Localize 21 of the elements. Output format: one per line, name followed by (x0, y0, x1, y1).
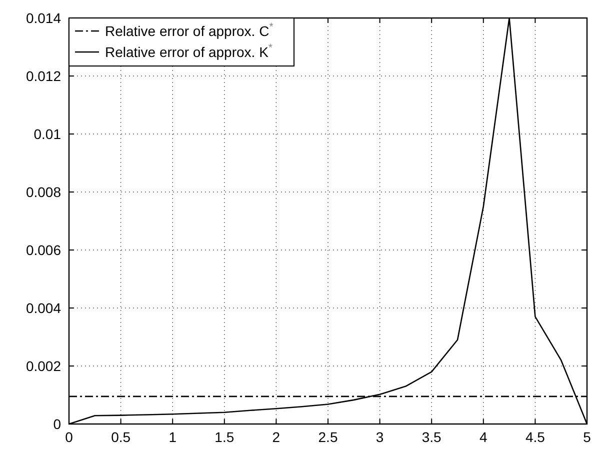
x-tick-label: 4.5 (525, 429, 546, 445)
y-tick-label: 0.012 (26, 68, 62, 84)
y-tick-label: 0.004 (26, 300, 62, 316)
x-tick-label: 2.5 (318, 429, 338, 445)
x-tick-label: 3.5 (422, 429, 442, 445)
legend-label: Relative error of approx. K$^{*}$ (105, 42, 272, 60)
y-tick-label: 0 (53, 416, 62, 432)
x-tick-label: 3 (376, 429, 384, 445)
x-tick-label: 0.5 (111, 429, 131, 445)
y-tick-label: 0.014 (26, 10, 62, 26)
x-tick-label: 0 (65, 429, 74, 445)
x-tick-label: 4 (480, 429, 488, 445)
y-tick-label: 0.008 (26, 184, 62, 200)
x-tick-label: 2 (272, 429, 280, 445)
x-tick-label: 5 (583, 429, 592, 445)
y-tick-label: 0.01 (34, 126, 62, 142)
legend-label: Relative error of approx. C$^{*}$ (105, 21, 274, 39)
y-tick-label: 0.002 (26, 358, 62, 374)
x-tick-label: 1.5 (214, 429, 234, 445)
y-tick-label: 0.006 (26, 242, 62, 258)
x-tick-label: 1 (168, 429, 177, 445)
